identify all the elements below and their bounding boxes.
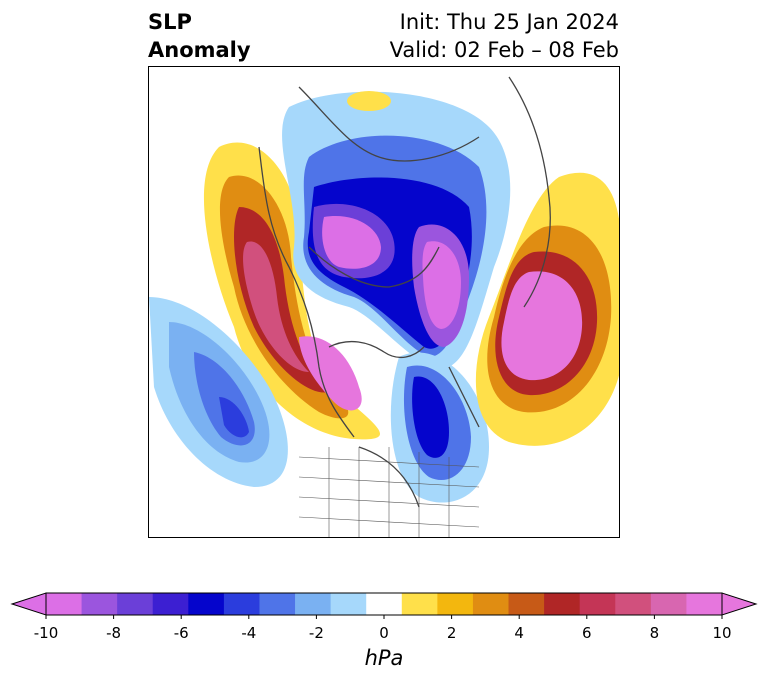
anomaly-hudson-low (390, 352, 489, 503)
colorbar-segment (46, 593, 83, 615)
colorbar-unit-label: hPa (364, 646, 404, 670)
colorbar-tick-label: -2 (308, 624, 324, 642)
colorbar-tick-label: 2 (446, 624, 457, 642)
title-variable-line1: SLP (148, 10, 192, 34)
colorbar-tick-label: 6 (582, 624, 592, 642)
colorbar-segment (615, 593, 652, 615)
anomaly-small-high (347, 91, 391, 111)
colorbar-segment (401, 593, 438, 615)
colorbar-tick-label: 8 (649, 624, 660, 642)
colorbar-tick-label: 10 (712, 624, 732, 642)
valid-date-label: Valid: 02 Feb – 08 Feb (389, 38, 619, 62)
colorbar-segments (46, 593, 723, 615)
init-date-label: Init: Thu 25 Jan 2024 (399, 10, 619, 34)
colorbar-segment (437, 593, 474, 615)
colorbar-segment (188, 593, 225, 615)
colorbar-segment (686, 593, 723, 615)
colorbar-tick-label: 4 (514, 624, 524, 642)
map-title-variable: SLP Anomaly (148, 8, 251, 64)
colorbar-segment (366, 593, 403, 615)
map-panel (148, 66, 620, 538)
colorbar-tick-label: -4 (241, 624, 257, 642)
colorbar (10, 592, 758, 619)
colorbar-segment (579, 593, 616, 615)
colorbar-extend-min (10, 592, 47, 616)
colorbar-tick-marks (45, 615, 723, 619)
colorbar-segment (295, 593, 332, 615)
colorbar-tick-label: -6 (173, 624, 189, 642)
state-borders (298, 447, 480, 537)
colorbar-extend-max (721, 592, 758, 616)
anomaly-atlantic-high (475, 172, 619, 446)
slp-anomaly-map (149, 76, 619, 537)
colorbar-tick-label: -8 (106, 624, 122, 642)
colorbar-segment (544, 593, 581, 615)
coastlines (258, 76, 551, 508)
colorbar-segment (472, 593, 510, 615)
colorbar-segment (117, 593, 154, 615)
colorbar-tick-label: 0 (379, 624, 389, 642)
colorbar-segment (508, 593, 545, 615)
colorbar-segment (650, 593, 687, 615)
colorbar-segment (152, 593, 189, 615)
anomaly-pacific-high (203, 142, 381, 440)
anomaly-arctic-low (282, 91, 511, 369)
colorbar-segment (223, 593, 260, 615)
colorbar-tick-label: -10 (33, 624, 59, 642)
colorbar-segment (259, 593, 296, 615)
map-title-dates: Init: Thu 25 Jan 2024 Valid: 02 Feb – 08… (390, 8, 619, 64)
colorbar-segment (81, 593, 118, 615)
anomaly-pacific-low (149, 297, 288, 487)
colorbar-segment (330, 593, 367, 615)
title-variable-line2: Anomaly (148, 38, 251, 62)
